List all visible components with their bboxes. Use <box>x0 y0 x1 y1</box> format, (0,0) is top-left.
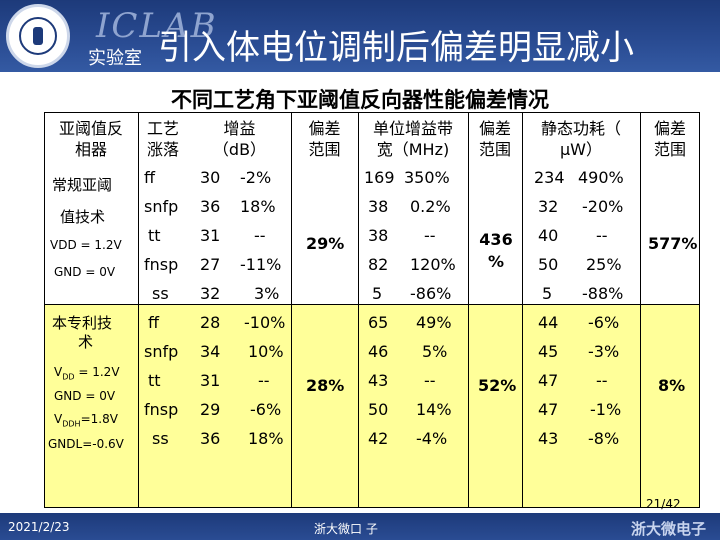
group1-vdd: VDD = 1.2V <box>50 238 122 252</box>
header-corner: 工艺 涨落 <box>146 119 179 159</box>
header-power: 静态功耗（ μW） <box>540 119 621 159</box>
lab-name: 实验室 <box>88 48 142 69</box>
header-gain-range: 偏差 范围 <box>308 119 341 159</box>
header-gain: 增益 （dB） <box>212 119 267 159</box>
table-caption: 不同工艺角下亚阈值反向器性能偏差情况 <box>171 88 549 112</box>
group1-gbw-range-value: 436 <box>479 230 513 249</box>
group2-vddh: VDDH=1.8V <box>54 412 118 429</box>
header-power-range: 偏差 范围 <box>653 119 686 159</box>
page-number: 21/42 <box>646 497 681 511</box>
header-tech: 亚阈值反 相器 <box>58 119 123 159</box>
group1-label-line1: 常规亚阈 <box>52 176 113 194</box>
header-gbw-range: 偏差 范围 <box>478 119 511 159</box>
group1-gnd: GND = 0V <box>54 265 116 279</box>
footer-logo: 浙大微电子 <box>630 520 706 538</box>
slide-title: 引入体电位调制后偏差明显减小 <box>158 28 634 68</box>
footer-date: 2021/2/23 <box>8 520 70 534</box>
group1-label-line2: 值技术 <box>60 208 106 226</box>
comparison-table: 亚阈值反 相器 工艺 涨落 增益 （dB） 偏差 范围 单位增益带 宽（MHz) 偏差 范围… <box>44 112 700 508</box>
group2-gbw-range: 52% <box>478 376 517 395</box>
group2-gndl: GNDL=-0.6V <box>48 437 124 451</box>
header-gbw: 单位增益带 宽（MHz) <box>372 119 453 159</box>
group2-gain-range: 28% <box>306 376 345 395</box>
highlight-band <box>44 304 700 508</box>
iclab-logo-text: ICLAB <box>96 6 218 46</box>
group1-power-range: 577% <box>648 234 698 253</box>
group2-gnd: GND = 0V <box>54 389 116 403</box>
group2-label-line2: 术 <box>78 333 94 351</box>
slide-header: ICLAB 实验室 引入体电位调制后偏差明显减小 <box>0 0 720 72</box>
slide-footer <box>0 513 720 540</box>
group2-power-range: 8% <box>658 376 686 395</box>
group2-label-line1: 本专利技 <box>52 314 113 332</box>
group2-vdd: VDD = 1.2V <box>54 365 120 382</box>
footer-center-text: 浙大微口 子 <box>314 522 378 536</box>
group1-gbw-range-unit: % <box>487 252 505 271</box>
university-seal-logo <box>6 4 70 68</box>
group1-gain-range: 29% <box>306 234 345 253</box>
